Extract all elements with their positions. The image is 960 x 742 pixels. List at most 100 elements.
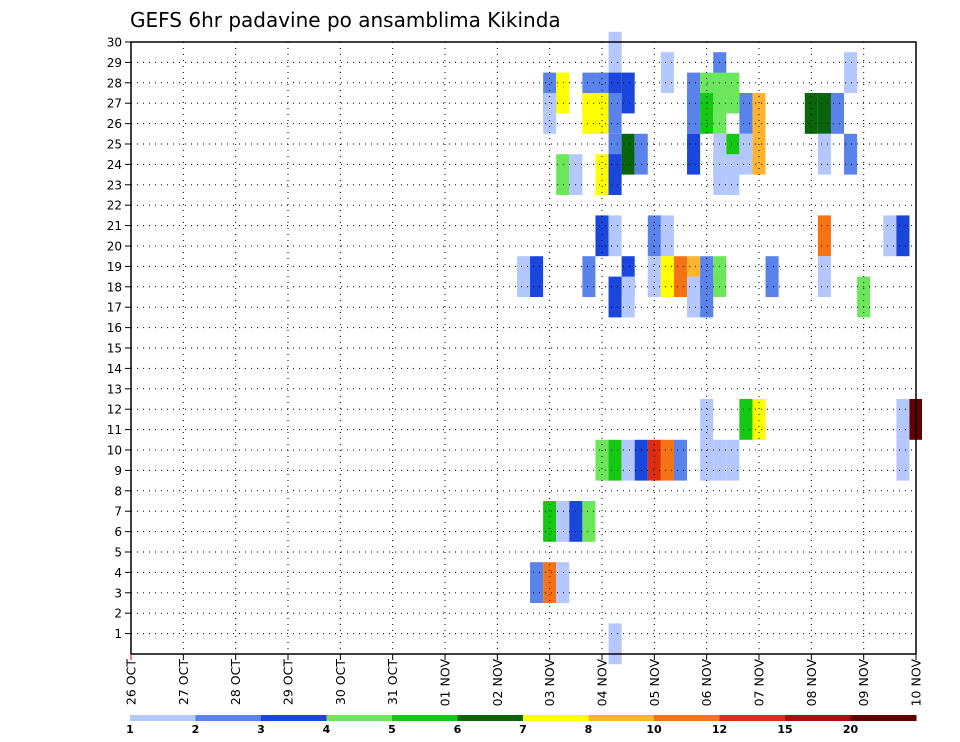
- colorbar-label: 12: [712, 723, 727, 736]
- heatmap-cell: [726, 439, 740, 481]
- colorbar-segment: [654, 715, 720, 721]
- x-tick-label: 07 NOV: [752, 659, 767, 707]
- colorbar-label: 6: [454, 723, 462, 736]
- heatmap-cell: [673, 256, 688, 297]
- heatmap-cell: [739, 93, 753, 134]
- y-tick-label: 14: [107, 362, 122, 376]
- colorbar: 1 2 3 4 5 6 7 8 10 12 15 20: [126, 715, 917, 736]
- y-tick-label: 5: [114, 546, 122, 560]
- colorbar-segment: [195, 715, 262, 721]
- x-tick-label: 10 NOV: [909, 659, 924, 707]
- heatmap-cell: [660, 439, 674, 481]
- heatmap-cell: [608, 93, 622, 134]
- heatmap-cell: [844, 133, 858, 175]
- colorbar-segment: [457, 715, 524, 721]
- heatmap-cell: [857, 276, 871, 318]
- heatmap-cell: [608, 215, 622, 257]
- heatmap-cell: [700, 276, 714, 318]
- heatmap-cell: [687, 93, 701, 134]
- heatmap-cell: [543, 501, 557, 542]
- colorbar-segment: [523, 715, 589, 721]
- heatmap-cell: [516, 256, 531, 297]
- heatmap-cell: [595, 215, 609, 257]
- colorbar-label: 7: [519, 723, 527, 736]
- y-axis: 1234567891011121314151617181920212223242…: [107, 36, 131, 641]
- heatmap-cell: [713, 439, 727, 481]
- x-tick-label: 31 OCT: [385, 659, 400, 705]
- heatmap-cell: [817, 256, 831, 297]
- heatmap-cell: [687, 276, 701, 318]
- heatmap-cell: [844, 52, 858, 93]
- x-tick-label: 30 OCT: [333, 659, 348, 705]
- heatmap-cell: [530, 256, 544, 297]
- heatmap-cell: [608, 31, 622, 73]
- heatmap-cell: [634, 439, 648, 481]
- plot-frame: [130, 41, 917, 655]
- heatmap-cell: [608, 439, 622, 481]
- y-tick-label: 29: [107, 56, 122, 70]
- heatmap-cell: [830, 93, 845, 134]
- grid-lines: [131, 42, 916, 654]
- heatmap-cell: [896, 215, 910, 257]
- heatmap-cell: [660, 256, 674, 297]
- heatmap-cell: [582, 501, 596, 542]
- y-tick-label: 18: [107, 280, 122, 294]
- heatmap-cell: [608, 623, 622, 665]
- heatmap-cell: [817, 93, 831, 134]
- y-tick-label: 12: [107, 403, 122, 417]
- colorbar-segment: [326, 715, 393, 721]
- y-tick-label: 4: [114, 566, 122, 580]
- colorbar-label: 8: [585, 723, 593, 736]
- heatmap-cell: [621, 133, 635, 175]
- y-tick-label: 1: [114, 627, 122, 641]
- heatmap-cell: [726, 72, 740, 114]
- heatmap-cell: [700, 93, 714, 134]
- heatmap-cell: [569, 154, 583, 195]
- heatmap-cell: [700, 399, 714, 440]
- y-tick-label: 25: [107, 138, 122, 152]
- heatmap-cell: [621, 276, 635, 318]
- heatmap-cell: [804, 93, 818, 134]
- heatmap-cell: [621, 439, 635, 481]
- heatmap-cell: [700, 439, 714, 481]
- heatmap-cell: [660, 215, 674, 257]
- heatmap-cell: [647, 439, 661, 481]
- y-tick-label: 22: [107, 199, 122, 213]
- heatmap-cell: [739, 399, 753, 440]
- colorbar-label: 1: [126, 723, 134, 736]
- heatmap-cell: [647, 215, 661, 257]
- heatmap-cell: [582, 93, 596, 134]
- heatmap-cell: [752, 399, 766, 440]
- heatmap-cell: [817, 215, 831, 257]
- y-tick-label: 8: [114, 484, 122, 498]
- x-tick-label: 02 NOV: [490, 659, 505, 707]
- colorbar-label: 15: [777, 723, 792, 736]
- y-tick-label: 15: [107, 342, 122, 356]
- heatmap-cell: [569, 501, 583, 542]
- x-tick-label: 08 NOV: [804, 659, 819, 707]
- y-tick-label: 30: [107, 36, 122, 50]
- colorbar-label: 4: [323, 723, 331, 736]
- y-tick-label: 27: [107, 97, 122, 111]
- y-tick-label: 6: [114, 525, 122, 539]
- colorbar-label: 5: [388, 723, 396, 736]
- heatmap-cell: [660, 52, 674, 93]
- heatmap-cell: [543, 93, 557, 134]
- heatmap-cell: [713, 93, 727, 134]
- y-tick-label: 17: [107, 301, 122, 315]
- heatmap-cell: [726, 154, 740, 195]
- heatmap-cell: [634, 133, 648, 175]
- heatmap-cell: [621, 72, 635, 114]
- heatmap-cell: [739, 133, 753, 175]
- colorbar-label: 20: [843, 723, 859, 736]
- heatmap-cell: [713, 256, 727, 297]
- x-tick-label: 26 OCT: [124, 659, 139, 705]
- y-tick-label: 3: [114, 586, 122, 600]
- colorbar-segment: [850, 715, 917, 721]
- heatmap-cell: [752, 93, 766, 134]
- colorbar-segment: [130, 715, 196, 721]
- y-tick-label: 11: [107, 423, 122, 437]
- x-axis: 26 OCT 27 OCT 28 OCT 29 OCT 30 OCT 31 OCT 01 N…: [124, 654, 924, 706]
- heatmap-cell: [608, 276, 622, 318]
- y-tick-label: 16: [107, 321, 122, 335]
